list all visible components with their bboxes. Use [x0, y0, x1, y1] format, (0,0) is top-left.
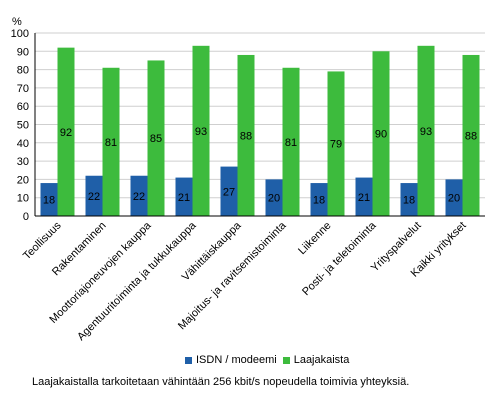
y-unit-label: %: [12, 16, 22, 28]
data-label: 21: [358, 192, 370, 204]
data-label: 27: [223, 186, 235, 198]
y-tick-label: 90: [17, 46, 29, 58]
bar: [355, 177, 373, 216]
bar: [327, 71, 345, 217]
bar: [462, 54, 480, 217]
data-label: 81: [285, 137, 297, 149]
data-label: 20: [448, 193, 460, 205]
y-tick-label: 60: [17, 101, 29, 113]
y-tick-label: 30: [17, 156, 29, 168]
data-label: 88: [240, 130, 252, 142]
bar: [237, 54, 255, 217]
legend: ISDN / modeemi Laajakaista: [185, 354, 355, 366]
x-tick-label: Teollisuus: [21, 219, 64, 262]
bar: [192, 45, 210, 217]
data-label: 20: [268, 193, 280, 205]
bar: [310, 183, 328, 216]
bar: [372, 51, 390, 216]
bar: [282, 67, 300, 217]
bar-chart: 0 10 20 30 40 50 60 70 80 90 100% 18 92 Teollisuus 22 8…: [11, 16, 485, 343]
data-label: 88: [465, 130, 477, 142]
y-tick-label: 100: [11, 28, 29, 40]
bar: [417, 45, 435, 217]
legend-swatch-broadband: [282, 356, 290, 364]
data-label: 93: [195, 126, 207, 138]
legend-item-isdn: ISDN / modeemi: [185, 354, 277, 366]
bar: [147, 60, 165, 217]
data-label: 22: [88, 191, 100, 203]
bar: [175, 177, 193, 216]
data-label: 18: [403, 195, 415, 207]
data-label: 21: [178, 192, 190, 204]
legend-label-broadband: Laajakaista: [293, 354, 350, 366]
legend-label-isdn: ISDN / modeemi: [196, 354, 277, 366]
bar: [40, 183, 58, 216]
bar: [130, 175, 148, 216]
y-tick-label: 10: [17, 193, 29, 205]
data-label: 92: [60, 127, 72, 139]
x-tick-label: Posti- ja teletoiminta: [300, 219, 379, 298]
bar: [265, 179, 283, 216]
bar: [85, 175, 103, 216]
y-tick-label: 40: [17, 138, 29, 150]
legend-swatch-isdn: [185, 356, 192, 364]
x-tick-label: Liikenne: [296, 220, 333, 257]
data-label: 79: [330, 139, 342, 151]
bar: [445, 179, 463, 216]
data-label: 22: [133, 191, 145, 203]
y-tick-label: 50: [17, 120, 29, 132]
data-label: 93: [420, 126, 432, 138]
bar: [400, 183, 418, 216]
data-label: 18: [313, 195, 325, 207]
bar: [57, 47, 75, 216]
bar: [102, 67, 120, 217]
y-tick-label: 70: [17, 83, 29, 95]
y-tick-label: 20: [17, 174, 29, 186]
data-label: 85: [150, 133, 162, 145]
data-label: 90: [375, 129, 387, 141]
y-tick-label: 80: [17, 65, 29, 77]
y-tick-label: 0: [23, 211, 29, 223]
legend-item-broadband: Laajakaista: [282, 354, 350, 366]
bar: [220, 166, 238, 216]
data-label: 81: [105, 137, 117, 149]
footnote: Laajakaistalla tarkoitetaan vähintään 25…: [32, 376, 410, 388]
data-label: 18: [43, 195, 55, 207]
